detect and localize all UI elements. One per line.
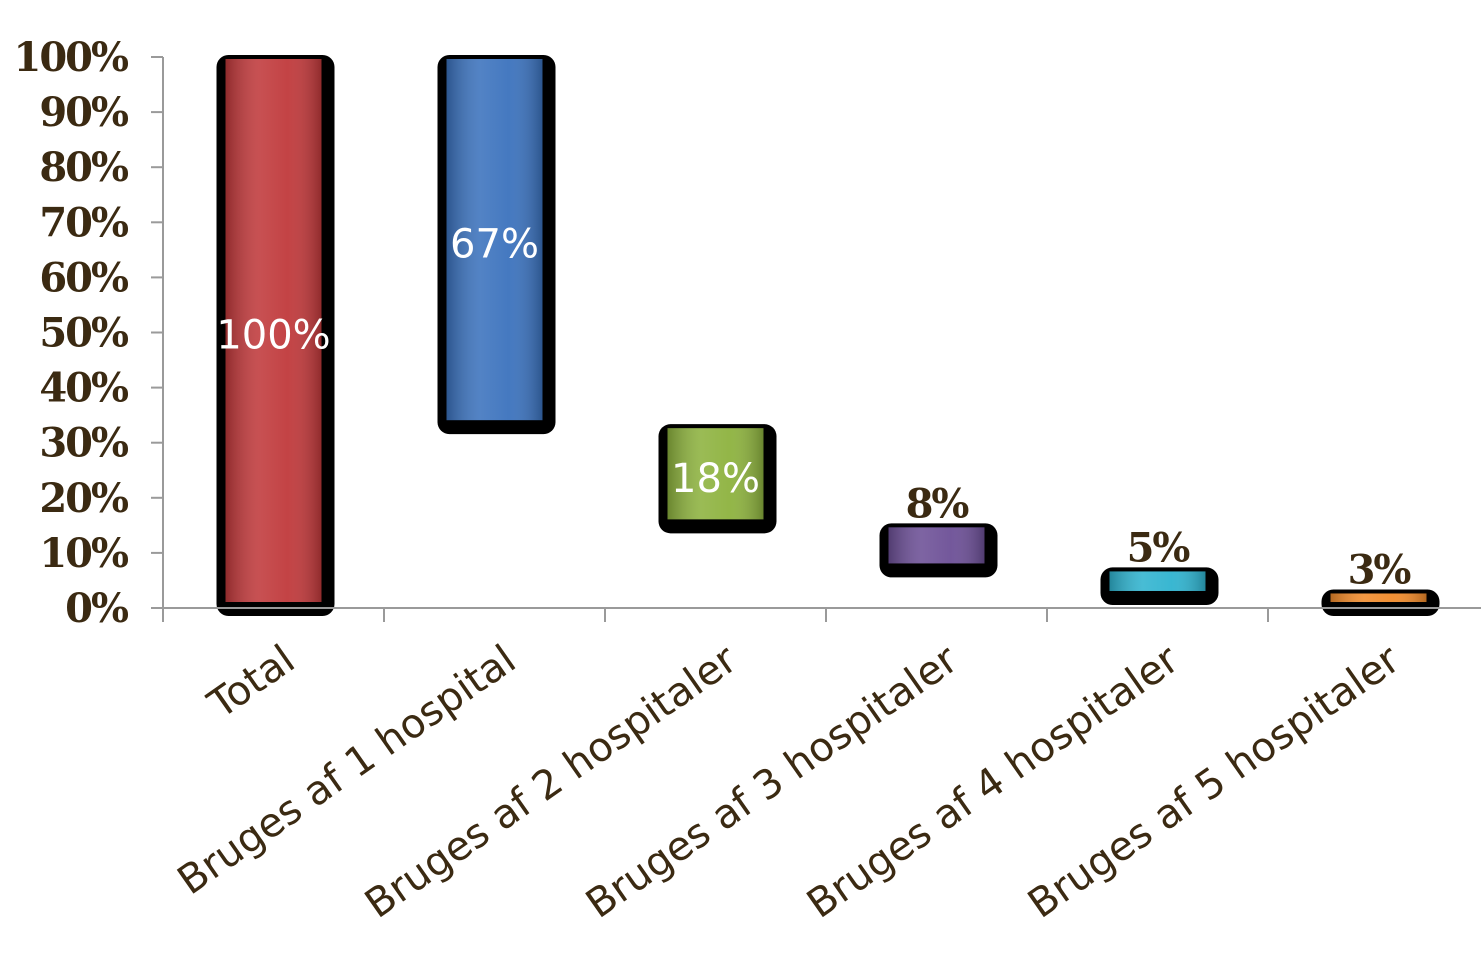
bar-highlight: [888, 527, 985, 564]
y-tick-label: 0%: [65, 585, 129, 632]
y-tick-label: 70%: [39, 199, 129, 246]
y-tick-label: 100%: [13, 34, 128, 81]
bar-6: [1321, 589, 1440, 616]
data-label: 18%: [671, 456, 760, 502]
bar-5: [1100, 567, 1219, 605]
data-label: 67%: [450, 222, 539, 268]
category-label: Bruges af 2 hospitaler: [357, 636, 746, 927]
y-tick-label: 90%: [39, 89, 129, 136]
y-tick-label: 20%: [39, 475, 129, 522]
bar-highlight: [1330, 593, 1427, 602]
y-tick-label: 50%: [39, 310, 129, 357]
bar-1: [216, 55, 335, 616]
category-label: Bruges af 3 hospitaler: [578, 636, 967, 927]
bar-highlight: [446, 59, 543, 421]
y-tick-label: 60%: [39, 254, 129, 301]
bar-highlight: [1109, 571, 1206, 591]
bar-highlight: [667, 428, 764, 520]
data-label: 5%: [1127, 524, 1191, 571]
category-label: Total: [200, 637, 304, 729]
bar-4: [879, 523, 998, 578]
bar-highlight: [225, 59, 322, 602]
y-tick-label: 30%: [39, 420, 129, 467]
category-label: Bruges af 4 hospitaler: [799, 636, 1188, 927]
y-tick-label: 10%: [39, 530, 129, 577]
category-label: Bruges af 5 hospitaler: [1020, 636, 1409, 927]
data-label: 100%: [216, 313, 330, 359]
data-label: 3%: [1348, 546, 1412, 593]
data-label: 8%: [906, 480, 970, 527]
y-tick-label: 80%: [39, 144, 129, 191]
bar-2: [437, 55, 556, 435]
y-tick-label: 40%: [39, 365, 129, 412]
bar-3: [658, 424, 777, 534]
